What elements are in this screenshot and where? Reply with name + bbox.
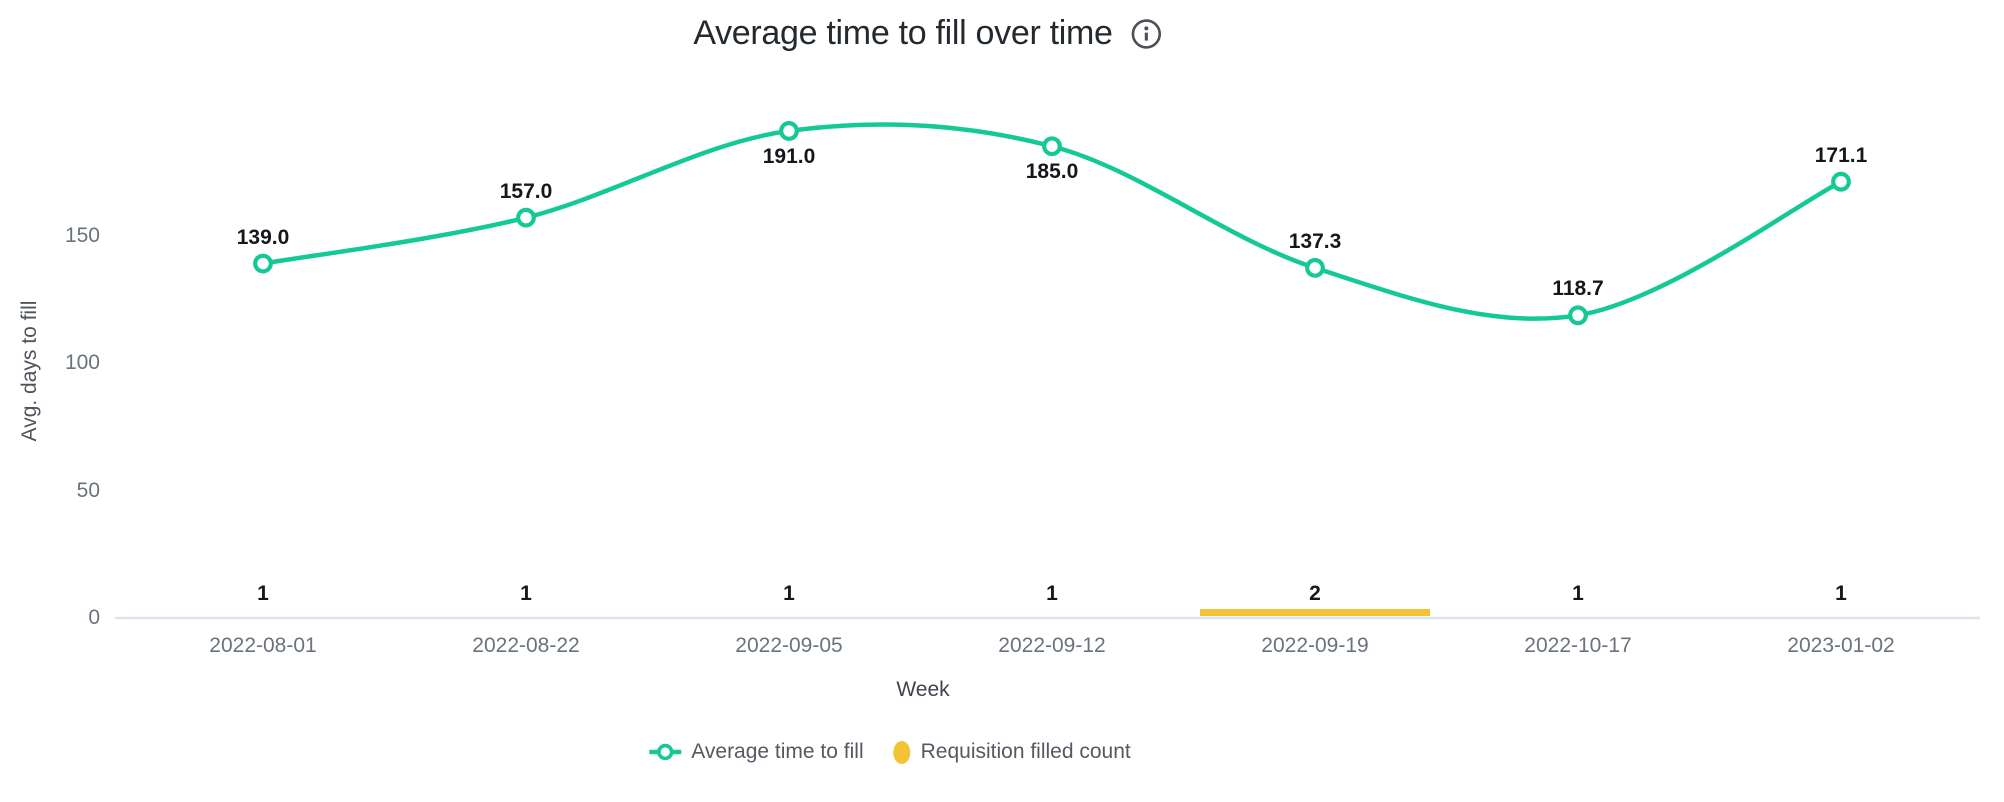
data-point-marker[interactable] [779, 121, 799, 141]
data-point-marker[interactable] [516, 207, 536, 228]
data-point-marker[interactable] [1042, 136, 1062, 157]
legend-item-average-time-to-fill[interactable]: Average time to fill [649, 740, 864, 764]
requisition-bar[interactable] [1200, 609, 1430, 616]
page-title: Average time to fill over time [693, 14, 1113, 52]
data-point-marker[interactable] [1305, 257, 1325, 278]
data-point-marker[interactable] [253, 253, 273, 274]
chart-header: Average time to fill over time [693, 14, 1162, 53]
line-circle-marker-icon [649, 743, 682, 761]
legend-label: Requisition filled count [920, 740, 1131, 763]
legend: Average time to fill Requisition filled … [649, 740, 1131, 764]
legend-label: Average time to fill [691, 740, 864, 763]
data-point-marker[interactable] [1831, 171, 1851, 192]
dot-marker-icon [893, 740, 911, 764]
info-icon[interactable] [1131, 18, 1163, 50]
data-point-marker[interactable] [1568, 305, 1588, 326]
legend-item-requisition-filled-count[interactable]: Requisition filled count [893, 740, 1131, 764]
